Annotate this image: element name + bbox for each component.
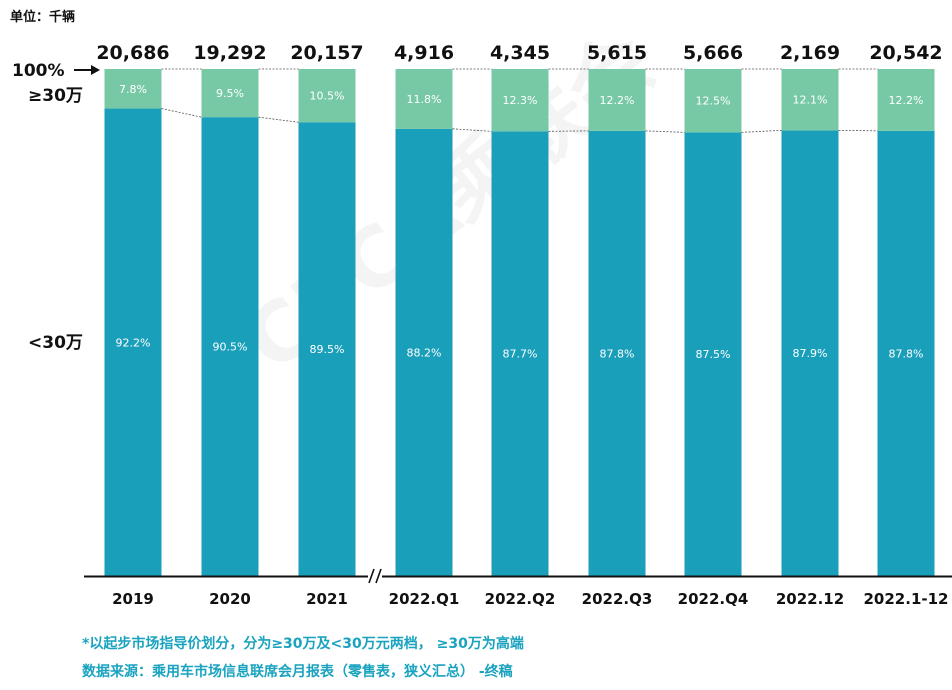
- category-label: 2022.12: [776, 590, 844, 608]
- category-label: 2022.Q2: [485, 590, 556, 608]
- footnote-definition: *以起步市场指导价划分，分为≥30万及<30万元两档， ≥30万为高端: [82, 636, 524, 652]
- bar-high-end: [588, 69, 646, 131]
- category-label: 2022.Q4: [678, 590, 749, 608]
- bar-below-30w: [201, 117, 259, 576]
- top-marker-label: 100%: [12, 61, 65, 81]
- below-30w-share-label: 87.5%: [696, 348, 731, 361]
- bar-below-30w: [877, 130, 935, 576]
- series-label-high-end: ≥30万: [28, 86, 83, 106]
- below-30w-share-label: 87.7%: [503, 348, 538, 361]
- bar-below-30w: [395, 128, 453, 577]
- connector-boundary-line: [258, 116, 299, 123]
- high-end-share-label: 10.5%: [310, 90, 345, 103]
- bar-below-30w: [684, 132, 742, 576]
- high-end-share-label: 7.8%: [119, 83, 147, 96]
- high-end-share-label: 11.8%: [407, 93, 442, 106]
- high-end-share-label: 9.5%: [216, 87, 244, 100]
- below-30w-share-label: 87.8%: [600, 347, 635, 360]
- stacked-bar-chart: 7.8% 92.2% 20,686 2019 9.5% 90.5% 19,292 2020 10…: [12, 42, 952, 608]
- total-volume-label: 5,666: [683, 42, 743, 64]
- bar-high-end: [684, 69, 742, 133]
- bar-below-30w: [298, 122, 356, 577]
- total-volume-label: 2,169: [780, 42, 840, 64]
- category-label: 2019: [112, 590, 154, 608]
- connector-boundary-line: [161, 108, 202, 118]
- high-end-share-label: 12.2%: [600, 94, 635, 107]
- high-end-share-label: 12.3%: [503, 94, 538, 107]
- bar-high-end: [491, 69, 549, 132]
- total-volume-label: 4,916: [394, 42, 454, 64]
- total-volume-label: 20,157: [290, 42, 363, 64]
- category-label: 2022.1-12: [864, 590, 949, 608]
- bar-below-30w: [491, 131, 549, 576]
- bar-high-end: [781, 69, 839, 131]
- category-label: 2020: [209, 590, 251, 608]
- bar-below-30w: [588, 130, 646, 576]
- axis-break-mark: [375, 568, 382, 584]
- below-30w-share-label: 88.2%: [407, 346, 442, 359]
- connector-boundary-line: [452, 128, 492, 132]
- bar-high-end: [104, 69, 162, 109]
- bar-high-end: [877, 69, 935, 131]
- bar-high-end: [298, 69, 356, 123]
- total-volume-label: 4,345: [490, 42, 550, 64]
- total-volume-label: 5,615: [587, 42, 647, 64]
- below-30w-share-label: 90.5%: [213, 341, 248, 354]
- below-30w-share-label: 87.8%: [889, 347, 924, 360]
- high-end-share-label: 12.2%: [889, 94, 924, 107]
- below-30w-share-label: 92.2%: [116, 336, 151, 349]
- total-volume-label: 20,686: [96, 42, 169, 64]
- total-volume-label: 19,292: [193, 42, 266, 64]
- footnote-source: 数据来源：乘用车市场信息联席会月报表（零售表，狭义汇总） -终稿: [82, 664, 513, 680]
- category-label: 2022.Q1: [389, 590, 460, 608]
- unit-label: 单位：千辆: [10, 10, 76, 25]
- bar-high-end: [395, 69, 453, 129]
- connector-boundary-line: [741, 129, 782, 133]
- series-label-below-30w: <30万: [28, 333, 83, 353]
- axis-break-gap: [368, 568, 382, 584]
- bar-below-30w: [104, 108, 162, 577]
- arrow-right-icon: [91, 65, 100, 75]
- total-volume-label: 20,542: [869, 42, 942, 64]
- connector-boundary-line: [645, 130, 685, 133]
- below-30w-share-label: 89.5%: [310, 343, 345, 356]
- category-label: 2021: [306, 590, 348, 608]
- bar-below-30w: [781, 130, 839, 577]
- high-end-share-label: 12.1%: [793, 94, 828, 107]
- connector-boundary-line: [838, 129, 878, 132]
- bar-high-end: [201, 69, 259, 118]
- below-30w-share-label: 87.9%: [793, 347, 828, 360]
- high-end-share-label: 12.5%: [696, 95, 731, 108]
- connector-boundary-line: [548, 130, 589, 132]
- category-label: 2022.Q3: [582, 590, 653, 608]
- axis-break-mark: [368, 568, 375, 584]
